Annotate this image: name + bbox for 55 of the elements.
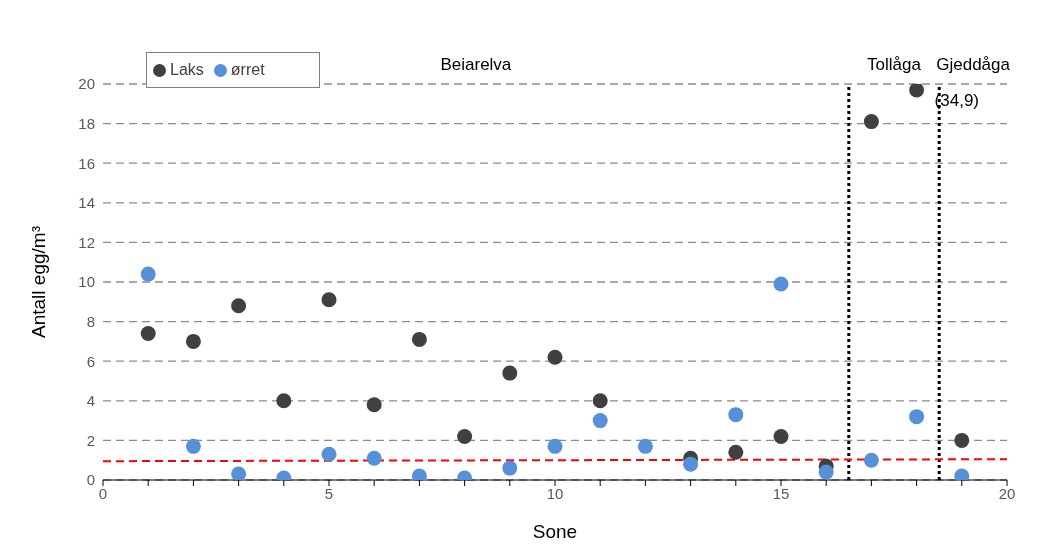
point <box>457 428 473 444</box>
point <box>231 466 247 480</box>
point <box>773 428 789 444</box>
point <box>547 349 563 365</box>
point <box>909 84 925 98</box>
point <box>140 266 156 282</box>
point <box>863 452 879 468</box>
point <box>276 393 292 409</box>
point <box>637 438 653 454</box>
point <box>863 114 879 130</box>
point <box>185 333 201 349</box>
point <box>683 456 699 472</box>
x-axis-title: Sone <box>532 521 578 542</box>
point <box>366 450 382 466</box>
point <box>231 298 247 314</box>
point <box>547 438 563 454</box>
y-tick-label: 4 <box>86 392 95 410</box>
point <box>502 365 518 381</box>
x-tick-label: 0 <box>98 484 108 502</box>
y-tick-label: 2 <box>86 431 95 449</box>
text: Gjeddåga <box>936 55 1011 74</box>
text: Beiarelva <box>440 55 512 74</box>
point <box>321 292 337 308</box>
point <box>502 460 518 476</box>
point <box>728 444 744 460</box>
y-tick-label: 18 <box>78 114 95 132</box>
y-tick-label: 10 <box>78 273 95 291</box>
point <box>592 413 608 429</box>
y-tick-label: 8 <box>86 312 95 330</box>
x-tick-label: 15 <box>772 484 790 502</box>
point <box>954 432 970 448</box>
y-tick-label: 14 <box>78 194 95 212</box>
point <box>728 407 744 423</box>
text: Tollåga <box>867 55 922 74</box>
point <box>592 393 608 409</box>
y-tick-label: 6 <box>86 352 95 370</box>
point <box>773 276 789 292</box>
point <box>818 464 834 480</box>
y-tick-label: 0 <box>86 471 95 489</box>
point <box>140 325 156 341</box>
point <box>909 409 925 425</box>
x-tick-label: 20 <box>998 484 1016 502</box>
legend-label: Laks <box>170 61 204 78</box>
y-axis-title: Antall egg/m³ <box>27 226 49 338</box>
point <box>185 438 201 454</box>
point <box>411 331 427 347</box>
point <box>366 397 382 413</box>
legend-label: ørret <box>230 61 265 78</box>
y-tick-label: 16 <box>78 154 95 172</box>
y-tick-label: 12 <box>78 233 95 251</box>
x-tick-label: 10 <box>546 484 564 502</box>
point <box>321 446 337 462</box>
y-tick-label: 20 <box>78 75 95 93</box>
x-tick-label: 5 <box>324 484 334 502</box>
annotation: (34,9) <box>934 90 980 110</box>
